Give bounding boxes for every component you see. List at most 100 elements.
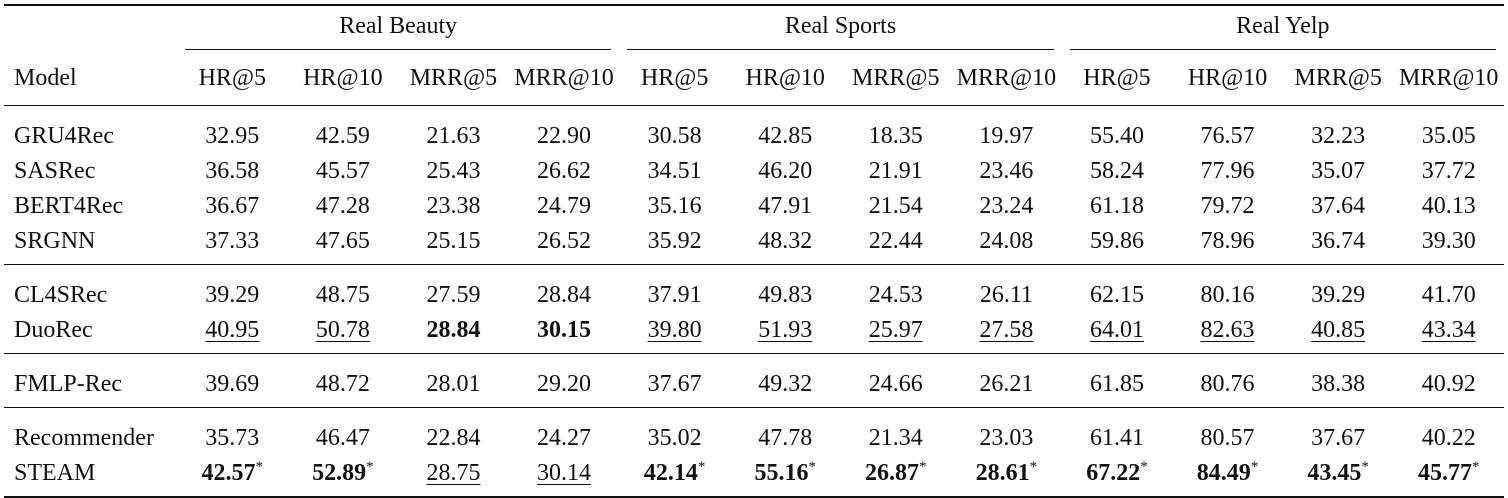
metric-value: 80.57 [1200, 424, 1255, 451]
metric-value: 22.44 [868, 227, 923, 254]
metric-value-cell: 47.91 [730, 189, 841, 224]
metric-value: 39.80 [647, 316, 702, 343]
metric-value-cell: 45.57 [288, 154, 399, 189]
metric-value: 29.20 [537, 370, 592, 397]
metric-value-cell: 45.77* [1393, 456, 1504, 497]
metric-value-cell: 21.91 [841, 154, 952, 189]
metric-value: 22.90 [537, 122, 592, 149]
results-table: Real Beauty Real Sports Real Yelp Model … [4, 4, 1505, 498]
metric-value-cell: 23.24 [951, 189, 1062, 224]
metric-value: 67.22 [1086, 459, 1141, 486]
metric-value: 61.18 [1089, 192, 1144, 219]
metric-value-cell: 61.18 [1062, 189, 1173, 224]
metric-value: 41.70 [1421, 281, 1476, 308]
dataset-header-sports: Real Sports [619, 5, 1061, 53]
metric-value-cell: 43.45* [1283, 456, 1394, 497]
model-name-cell: Recommender [14, 424, 154, 451]
metric-value: 26.62 [537, 157, 592, 184]
metric-value: 48.32 [758, 227, 813, 254]
metric-value-cell: 55.40 [1062, 105, 1173, 154]
metric-value: 27.59 [426, 281, 481, 308]
metric-value-cell: 47.78 [730, 407, 841, 456]
metric-value: 49.83 [758, 281, 813, 308]
metric-value-cell: 36.74 [1283, 224, 1394, 265]
metric-value: 50.78 [315, 316, 370, 343]
metric-value: 23.38 [426, 192, 481, 219]
metric-value: 26.21 [979, 370, 1034, 397]
metric-value-cell: 39.29 [177, 264, 288, 313]
metric-value: 40.13 [1421, 192, 1476, 219]
metric-value-cell: 35.02 [619, 407, 730, 456]
metric-value-cell: 24.79 [509, 189, 620, 224]
metric-value-cell: 21.63 [398, 105, 509, 154]
model-column-header: Model [14, 65, 77, 92]
metric-value: 30.15 [537, 316, 592, 343]
header-spacer [4, 5, 177, 53]
metric-value-cell: 79.72 [1172, 189, 1283, 224]
metric-value-cell: 18.35 [841, 105, 952, 154]
metric-value: 36.74 [1311, 227, 1366, 254]
metric-value-cell: 34.51 [619, 154, 730, 189]
metric-value: 39.69 [205, 370, 260, 397]
metric-value-cell: 21.34 [841, 407, 952, 456]
metric-value: 43.34 [1421, 316, 1476, 343]
table-row: GRU4Rec 32.95 42.59 21.63 22.90 30.58 42.85 18.… [4, 105, 1504, 154]
metric-value: 32.23 [1311, 122, 1366, 149]
metric-value-cell: 32.95 [177, 105, 288, 154]
dataset-rule [627, 49, 1054, 50]
significance-mark: * [1361, 458, 1369, 475]
dataset-rule [1069, 49, 1497, 50]
metric-value-cell: 42.85 [730, 105, 841, 154]
metric-value-cell: 28.84 [509, 264, 620, 313]
metric-value-cell: 37.72 [1393, 154, 1504, 189]
metric-value: 80.76 [1200, 370, 1255, 397]
metric-value: 25.97 [868, 316, 923, 343]
metric-value-cell: 59.86 [1062, 224, 1173, 265]
metric-value: 37.67 [1311, 424, 1366, 451]
metric-value-cell: 49.83 [730, 264, 841, 313]
metric-value: 55.40 [1089, 122, 1144, 149]
metric-value: 19.97 [979, 122, 1034, 149]
metric-value-cell: 24.27 [509, 407, 620, 456]
metric-value-cell: 24.08 [951, 224, 1062, 265]
table-body: GRU4Rec 32.95 42.59 21.63 22.90 30.58 42.85 18.… [4, 105, 1505, 497]
metric-value-cell: 43.34 [1393, 313, 1504, 354]
table-header: Real Beauty Real Sports Real Yelp Model … [4, 5, 1505, 105]
table-row: SASRec 36.58 45.57 25.43 26.62 34.51 46.20 21.9… [4, 154, 1504, 189]
metric-value: 52.89 [312, 459, 367, 486]
metric-header: MRR@5 [409, 65, 498, 92]
metric-value: 45.77 [1417, 459, 1472, 486]
metric-value: 23.46 [979, 157, 1034, 184]
metric-value: 40.85 [1311, 316, 1366, 343]
metric-value-cell: 35.16 [619, 189, 730, 224]
metric-value-cell: 47.28 [288, 189, 399, 224]
metric-value: 23.03 [979, 424, 1034, 451]
metric-value-cell: 36.58 [177, 154, 288, 189]
metric-value: 36.58 [205, 157, 260, 184]
metric-value-cell: 24.53 [841, 264, 952, 313]
metric-value-cell: 23.38 [398, 189, 509, 224]
metric-value-cell: 82.63 [1172, 313, 1283, 354]
metric-value: 79.72 [1200, 192, 1255, 219]
metric-value: 26.87 [865, 459, 920, 486]
metric-value: 30.58 [647, 122, 702, 149]
metric-value-cell: 23.03 [951, 407, 1062, 456]
metric-value: 42.85 [758, 122, 813, 149]
metric-value-cell: 40.85 [1283, 313, 1394, 354]
metric-value-cell: 40.13 [1393, 189, 1504, 224]
metric-value-cell: 22.84 [398, 407, 509, 456]
metric-header: HR@10 [745, 65, 825, 92]
metric-value: 48.75 [315, 281, 370, 308]
metric-value: 47.28 [315, 192, 370, 219]
metric-value: 76.57 [1200, 122, 1255, 149]
metric-value-cell: 26.87* [841, 456, 952, 497]
metric-value: 61.85 [1089, 370, 1144, 397]
metric-value: 45.57 [315, 157, 370, 184]
metric-value-cell: 78.96 [1172, 224, 1283, 265]
metric-value-cell: 46.47 [288, 407, 399, 456]
metric-value-cell: 50.78 [288, 313, 399, 354]
metric-value-cell: 29.20 [509, 353, 620, 407]
metric-value: 39.29 [205, 281, 260, 308]
metric-value: 24.66 [868, 370, 923, 397]
metric-value-cell: 38.38 [1283, 353, 1394, 407]
